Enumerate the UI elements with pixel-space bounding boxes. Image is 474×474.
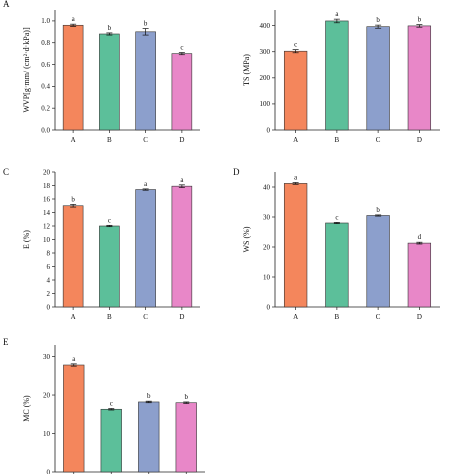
x-tick-label: B xyxy=(107,313,112,321)
significance-letter: a xyxy=(72,355,76,363)
x-tick-label: A xyxy=(293,136,298,144)
y-tick-label: 200 xyxy=(260,74,271,82)
bar-B xyxy=(100,408,122,473)
bar-C xyxy=(366,215,390,308)
significance-letter: b xyxy=(185,393,189,401)
x-tick-label: C xyxy=(143,136,148,144)
y-axis-label: WS (%) xyxy=(242,226,251,252)
significance-letter: b xyxy=(376,16,380,24)
y-tick-label: 2 xyxy=(47,290,51,298)
y-tick-label: 40 xyxy=(263,183,271,191)
y-axis-label: TS (MPa) xyxy=(242,54,251,86)
significance-letter: b xyxy=(147,392,151,400)
x-tick-label: C xyxy=(376,136,381,144)
y-tick-label: 20 xyxy=(263,243,271,251)
significance-letter: b xyxy=(376,206,380,214)
y-axis-label: WVP[g·mm/ (cm²·d·kPa)] xyxy=(22,27,31,113)
significance-letter: b xyxy=(108,24,112,32)
x-tick-label: D xyxy=(179,136,184,144)
x-tick-label: B xyxy=(107,136,112,144)
significance-letter: a xyxy=(180,176,184,184)
significance-letter: c xyxy=(180,44,183,52)
y-tick-label: 0 xyxy=(267,303,271,311)
x-tick-label: D xyxy=(417,313,422,321)
y-tick-label: 0 xyxy=(47,303,51,311)
y-tick-label: 10 xyxy=(263,273,271,281)
y-tick-label: 20 xyxy=(43,391,51,399)
bar-D xyxy=(175,402,197,473)
bar-C xyxy=(366,26,390,131)
y-tick-label: 10 xyxy=(43,430,51,438)
bar-B xyxy=(325,20,349,131)
bar-C xyxy=(135,189,156,308)
significance-letter: a xyxy=(335,10,339,18)
significance-letter: b xyxy=(71,195,75,203)
y-tick-label: 30 xyxy=(43,353,51,361)
y-tick-label: 30 xyxy=(263,213,271,221)
y-tick-label: 20 xyxy=(43,168,51,176)
x-tick-label: C xyxy=(376,313,381,321)
panel-label: C xyxy=(3,167,9,177)
x-tick-label: B xyxy=(335,313,340,321)
y-tick-label: 18 xyxy=(43,182,51,190)
y-tick-label: 16 xyxy=(43,195,51,203)
y-tick-label: 6 xyxy=(47,263,51,271)
bar-B xyxy=(99,225,120,308)
bar-A xyxy=(62,205,84,308)
significance-letter: a xyxy=(72,15,76,23)
y-tick-label: 4 xyxy=(47,276,51,284)
bar-D xyxy=(407,25,432,131)
y-tick-label: 0.0 xyxy=(41,126,50,134)
x-tick-label: D xyxy=(179,313,184,321)
bar-D xyxy=(171,53,193,131)
significance-letter: a xyxy=(144,180,148,188)
y-tick-label: 0.6 xyxy=(41,61,50,69)
y-tick-label: 0.8 xyxy=(41,39,50,47)
x-tick-label: B xyxy=(335,136,340,144)
x-tick-label: A xyxy=(71,313,76,321)
y-tick-label: 12 xyxy=(43,222,51,230)
y-tick-label: 300 xyxy=(260,48,271,56)
y-tick-label: 14 xyxy=(43,209,51,217)
bar-D xyxy=(407,242,432,308)
bar-B xyxy=(325,222,349,308)
significance-letter: b xyxy=(418,16,422,24)
y-tick-label: 400 xyxy=(260,22,271,30)
y-axis-label: MC (%) xyxy=(22,395,31,422)
y-tick-label: 0 xyxy=(47,468,51,474)
panel-label: E xyxy=(3,337,9,347)
y-tick-label: 0.4 xyxy=(41,83,50,91)
bar-A xyxy=(283,183,308,308)
x-tick-label: A xyxy=(71,136,76,144)
x-tick-label: C xyxy=(143,313,148,321)
bar-A xyxy=(63,364,85,473)
y-tick-label: 100 xyxy=(260,100,271,108)
y-axis-label: E (%) xyxy=(22,230,31,249)
significance-letter: c xyxy=(294,41,297,49)
significance-letter: b xyxy=(144,20,148,28)
x-tick-label: A xyxy=(293,313,298,321)
y-tick-label: 0 xyxy=(267,126,271,134)
bar-A xyxy=(62,24,84,131)
panel-label: A xyxy=(3,0,10,9)
y-tick-label: 1.0 xyxy=(41,17,50,25)
significance-letter: a xyxy=(294,174,298,182)
significance-letter: c xyxy=(335,213,338,221)
bar-A xyxy=(283,50,308,131)
x-tick-label: D xyxy=(417,136,422,144)
y-tick-label: 0.2 xyxy=(41,104,50,112)
bar-C xyxy=(138,401,160,473)
panel-label: D xyxy=(233,167,240,177)
significance-letter: c xyxy=(108,216,111,224)
bar-B xyxy=(99,33,120,131)
significance-letter: d xyxy=(418,233,422,241)
significance-letter: c xyxy=(110,400,113,408)
bar-D xyxy=(171,185,193,308)
y-tick-label: 8 xyxy=(47,249,51,257)
bar-C xyxy=(135,31,156,131)
y-tick-label: 10 xyxy=(43,236,51,244)
